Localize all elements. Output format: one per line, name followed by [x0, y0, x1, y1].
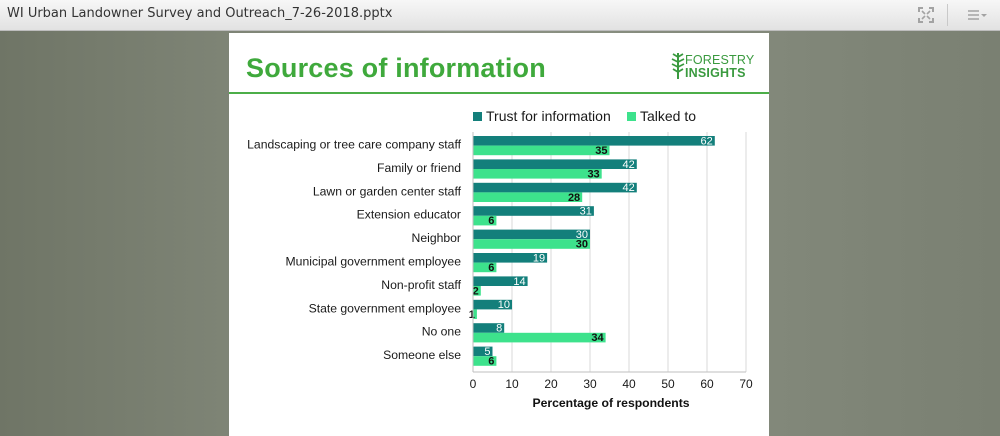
talked-bar	[473, 192, 583, 202]
talked-data-label: 33	[587, 168, 599, 180]
trust-data-label: 10	[498, 299, 510, 311]
talked-data-label: 2	[473, 285, 479, 297]
talked-data-label: 28	[568, 192, 580, 204]
talked-bar	[473, 169, 602, 179]
talked-bar	[473, 215, 497, 226]
slide: Sources of information FORESTRY INSIGHTS…	[229, 33, 769, 436]
tree-icon	[671, 53, 685, 79]
trust-data-label: 30	[576, 229, 588, 241]
trust-bar	[473, 299, 512, 310]
talked-data-label: 6	[488, 215, 494, 227]
bar-chart: Landscaping or tree care company staff 62…	[247, 108, 753, 410]
trust-bar	[473, 159, 637, 169]
legend-swatch	[473, 112, 482, 121]
talked-bar	[473, 262, 497, 273]
talked-bar	[473, 356, 497, 366]
legend-swatch	[627, 112, 636, 121]
category-label: Family or friend	[377, 161, 461, 175]
category-label: State government employee	[309, 301, 462, 315]
toolbar-separator	[947, 4, 948, 26]
trust-data-label: 31	[580, 206, 592, 218]
trust-bar	[473, 276, 528, 286]
talked-bar	[473, 286, 481, 296]
legend-label: Trust for information	[486, 108, 611, 124]
x-tick-label: 0	[470, 377, 477, 391]
talked-data-label: 1	[469, 309, 475, 321]
logo-line-2: INSIGHTS	[685, 66, 746, 80]
category-label: No one	[422, 325, 462, 339]
talked-data-label: 35	[595, 145, 607, 157]
trust-data-label: 8	[496, 323, 502, 335]
trust-bar	[473, 229, 590, 240]
menu-icon[interactable]	[966, 6, 988, 24]
trust-bar	[473, 323, 505, 333]
trust-bar	[473, 253, 548, 263]
x-tick-label: 20	[544, 377, 558, 391]
trust-bar	[473, 182, 637, 193]
trust-bar	[473, 136, 715, 146]
talked-data-label: 30	[576, 239, 588, 251]
talked-bar	[473, 239, 590, 249]
x-tick-label: 40	[622, 377, 636, 391]
category-label: Extension educator	[357, 208, 461, 222]
category-label: Lawn or garden center staff	[313, 184, 462, 198]
talked-bar	[473, 332, 606, 343]
forestry-insights-logo: FORESTRY INSIGHTS	[671, 45, 761, 85]
talked-data-label: 6	[488, 262, 494, 274]
title-divider	[229, 92, 769, 94]
x-tick-label: 50	[661, 377, 675, 391]
x-tick-label: 10	[505, 377, 519, 391]
trust-data-label: 42	[623, 159, 635, 171]
document-title: WI Urban Landowner Survey and Outreach_7…	[7, 6, 393, 21]
x-tick-label: 70	[739, 377, 753, 391]
category-label: Neighbor	[412, 231, 461, 245]
logo-line-1: FORESTRY	[685, 53, 755, 67]
trust-data-label: 19	[533, 252, 545, 264]
category-label: Someone else	[383, 348, 461, 362]
trust-data-label: 5	[484, 346, 490, 358]
talked-bar	[473, 309, 477, 319]
x-tick-label: 60	[700, 377, 714, 391]
talked-data-label: 6	[488, 356, 494, 368]
trust-bar	[473, 206, 594, 216]
x-axis-title: Percentage of respondents	[532, 396, 689, 410]
fullscreen-icon[interactable]	[917, 6, 935, 24]
legend-label: Talked to	[640, 108, 696, 124]
category-label: Non-profit staff	[381, 278, 461, 292]
category-label: Landscaping or tree care company staff	[247, 138, 461, 152]
trust-data-label: 62	[701, 135, 713, 147]
trust-data-label: 14	[513, 276, 525, 288]
slide-title: Sources of information	[246, 53, 546, 83]
talked-bar	[473, 145, 610, 156]
talked-data-label: 34	[591, 332, 604, 344]
x-tick-label: 30	[583, 377, 597, 391]
trust-data-label: 42	[623, 182, 635, 194]
title-bar: WI Urban Landowner Survey and Outreach_7…	[0, 0, 1000, 31]
trust-bar	[473, 346, 493, 357]
category-label: Municipal government employee	[286, 255, 462, 269]
